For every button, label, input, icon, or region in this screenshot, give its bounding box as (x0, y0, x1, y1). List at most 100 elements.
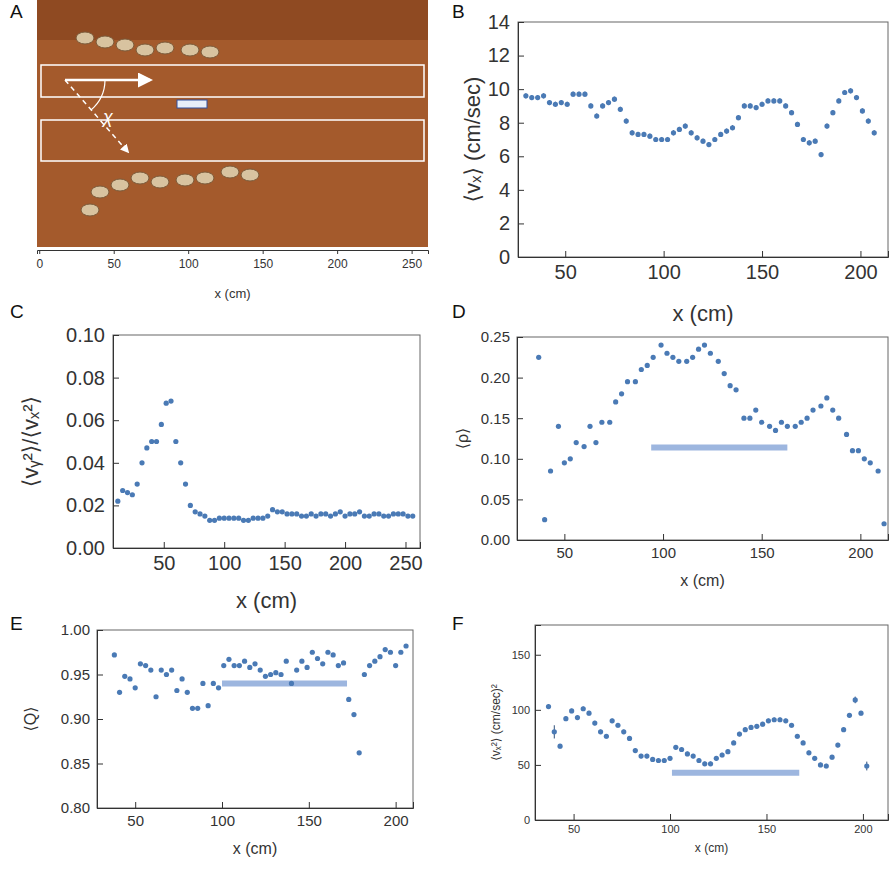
point (588, 103, 593, 108)
panel-letter: D (452, 301, 466, 322)
point (767, 424, 772, 429)
tick-mark (285, 542, 286, 548)
tick: 0.04 (66, 452, 119, 474)
point (556, 424, 561, 429)
tick-mark (518, 89, 524, 90)
rock (151, 176, 169, 188)
tick: 0.80 (61, 799, 103, 816)
tick: 0.06 (66, 409, 119, 431)
point (759, 102, 764, 107)
tick: 100 (210, 802, 235, 829)
tick-mark (517, 540, 523, 541)
point (754, 724, 759, 729)
tick-label: 0.08 (66, 367, 105, 389)
tick: 50 (127, 802, 144, 829)
point (216, 685, 221, 690)
tick-mark (222, 802, 223, 808)
point (824, 763, 829, 768)
point (733, 387, 738, 392)
point (557, 744, 562, 749)
point (568, 456, 573, 461)
point (367, 513, 372, 518)
highlight-bar (672, 770, 799, 776)
point (207, 518, 212, 523)
tick: 100 (179, 250, 199, 271)
point (268, 672, 273, 677)
point (304, 665, 309, 670)
tick-mark (39, 250, 40, 254)
tick: 6 (499, 145, 524, 167)
tick: 200 (848, 534, 873, 561)
point (122, 674, 127, 679)
rock (156, 42, 174, 54)
tick-label: 100 (647, 261, 680, 283)
tick-mark (860, 534, 861, 540)
point (263, 674, 268, 679)
tick-label: 1.00 (61, 621, 90, 638)
tick: 0.10 (66, 324, 119, 346)
point (651, 355, 656, 360)
point (696, 347, 701, 352)
point (795, 734, 800, 739)
axis-line (519, 251, 889, 258)
point (638, 754, 643, 759)
arrow (65, 80, 128, 152)
panel-letter: C (10, 301, 24, 322)
tick-label: 150 (750, 544, 775, 561)
point (542, 517, 547, 522)
rock (96, 36, 114, 48)
point (829, 755, 834, 760)
tick-label: 50 (153, 552, 175, 574)
point (670, 355, 675, 360)
tick: 8 (499, 112, 524, 134)
tick-label: 2 (499, 212, 510, 234)
point (174, 688, 179, 693)
point (708, 761, 713, 766)
tick: 150 (758, 814, 776, 835)
tick: 0.20 (481, 369, 523, 386)
tick-label: 50 (108, 257, 122, 271)
point (860, 108, 865, 113)
point (398, 650, 403, 655)
panel-letter: F (452, 613, 464, 634)
point (242, 659, 247, 664)
point (658, 343, 663, 348)
point (130, 492, 135, 497)
point (231, 516, 236, 521)
point (179, 676, 184, 681)
point (569, 708, 574, 713)
tick: 0.10 (481, 450, 523, 467)
point (168, 398, 173, 403)
tick: 200 (329, 542, 362, 574)
point (741, 416, 746, 421)
point (856, 448, 861, 453)
point (667, 756, 672, 761)
axis-line (536, 814, 889, 821)
point (844, 432, 849, 437)
tick: 0.05 (481, 491, 523, 508)
tick: 0 (499, 246, 524, 268)
tick-label: 150 (253, 257, 273, 271)
point (294, 667, 299, 672)
point (372, 659, 377, 664)
point (299, 659, 304, 664)
point (598, 729, 603, 734)
point (200, 681, 205, 686)
point (289, 511, 294, 516)
point (779, 420, 784, 425)
point (594, 113, 599, 118)
point (563, 716, 568, 721)
tick-mark (113, 335, 119, 336)
panel: C501001502002500.000.020.040.060.080.10x… (10, 301, 423, 613)
tick-mark (518, 123, 524, 124)
point (206, 703, 211, 708)
tick-label: 0.15 (481, 410, 510, 427)
point (226, 516, 231, 521)
point (818, 762, 823, 767)
point (159, 422, 164, 427)
point (606, 100, 611, 105)
tick-label: 10 (488, 78, 510, 100)
point (164, 672, 169, 677)
point (523, 93, 528, 98)
point (328, 513, 333, 518)
